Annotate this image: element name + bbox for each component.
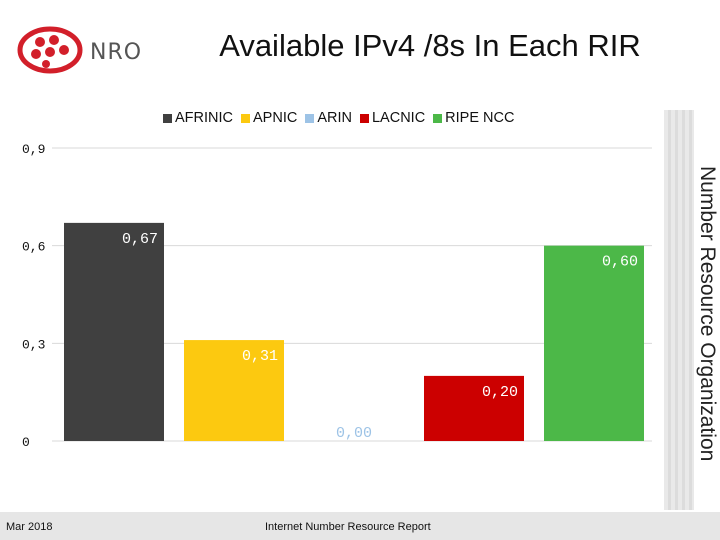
bar-lacnic [424, 375, 524, 441]
legend-item-afrinic: AFRINIC [163, 110, 233, 126]
legend-item-ripe-ncc: RIPE NCC [433, 110, 514, 126]
data-label-afrinic: 0,67 [122, 231, 158, 248]
legend-item-arin: ARIN [305, 110, 352, 126]
legend-swatch-arin [305, 113, 315, 123]
bar-chart: 0 0,3 0,6 0,9 0,67 0,31 0,00 0,20 0,60 [22, 142, 652, 450]
bar-ripe-ncc [544, 245, 644, 441]
footer-report-title: Internet Number Resource Report [265, 521, 431, 533]
nro-logo [17, 26, 83, 74]
data-label-ripe-ncc: 0,60 [602, 254, 638, 271]
legend-swatch-ripe-ncc [433, 113, 443, 123]
side-label: Number Resource Organization [694, 118, 720, 510]
footer-bar: Mar 2018 Internet Number Resource Report [0, 512, 720, 540]
footer-date: Mar 2018 [6, 521, 53, 533]
legend-swatch-afrinic [163, 113, 172, 123]
legend-swatch-lacnic [359, 113, 369, 123]
y-tick-label-1: 0,3 [22, 337, 45, 352]
logo-text: NRO [90, 40, 143, 65]
legend-label-afrinic: AFRINIC [175, 110, 233, 126]
data-label-arin: 0,00 [336, 425, 372, 442]
data-label-apnic: 0,31 [242, 348, 278, 365]
bar-afrinic [64, 222, 164, 441]
legend-item-apnic: APNIC [241, 110, 297, 126]
chart-title: Available IPv4 /8s In Each RIR [219, 28, 641, 63]
legend-swatch-apnic [241, 113, 250, 123]
side-label-text: Number Resource Organization [696, 166, 719, 462]
y-tick-label-0: 0 [22, 435, 30, 450]
bar-apnic [184, 340, 284, 441]
chart-legend: AFRINIC APNIC ARIN LACNIC RIPE NCC [163, 110, 514, 126]
data-label-lacnic: 0,20 [482, 384, 518, 401]
legend-label-arin: ARIN [317, 110, 352, 126]
y-tick-label-3: 0,9 [22, 142, 45, 157]
legend-label-apnic: APNIC [253, 110, 298, 126]
legend-item-lacnic: LACNIC [359, 110, 426, 126]
y-tick-label-2: 0,6 [22, 240, 45, 255]
legend-label-ripe-ncc: RIPE NCC [445, 110, 515, 126]
legend-label-lacnic: LACNIC [371, 110, 426, 126]
side-decorative-band [664, 110, 694, 510]
